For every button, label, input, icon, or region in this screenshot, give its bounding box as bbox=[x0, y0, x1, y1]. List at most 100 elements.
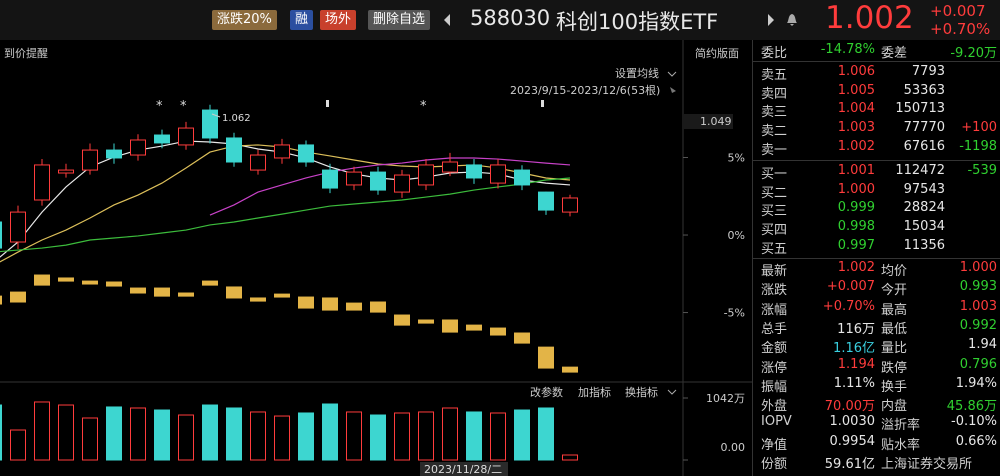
candle-body bbox=[274, 144, 290, 159]
high-pointer bbox=[211, 113, 221, 118]
volume: 7793 bbox=[911, 64, 945, 79]
last-price: 1.002 bbox=[825, 0, 914, 36]
value: 0.992 bbox=[959, 317, 997, 333]
bell-icon[interactable] bbox=[786, 13, 798, 27]
tag[interactable]: 融 bbox=[290, 10, 314, 30]
volume-bar bbox=[274, 415, 290, 461]
volume-bar bbox=[370, 414, 386, 461]
kline-chart: 到价提醒 简约版面 设置均线 2023/9/15-2023/12/6(53根) … bbox=[0, 40, 752, 476]
value: 0.9954 bbox=[829, 433, 876, 449]
volume-bar bbox=[202, 404, 218, 461]
value: 1.94 bbox=[968, 337, 997, 353]
value: -0.10% bbox=[951, 414, 997, 430]
toolbar: 涨跌20% 融 场外 删除自选 588030 科创100指数ETF 1.002 … bbox=[0, 0, 1000, 40]
candle-body bbox=[442, 319, 458, 333]
value: 59.61亿 bbox=[824, 457, 875, 472]
price: 1.003 bbox=[837, 120, 875, 136]
volume: 150713 bbox=[895, 101, 945, 117]
price: 0.997 bbox=[837, 237, 875, 253]
candle-body bbox=[82, 280, 98, 285]
candle-body bbox=[58, 277, 74, 282]
ma-setting[interactable]: 设置均线 bbox=[615, 66, 659, 80]
volume-bar bbox=[10, 429, 26, 461]
security-name: 科创100指数ETF bbox=[556, 10, 719, 34]
candle-body bbox=[202, 280, 218, 286]
range-label: 2023/9/15-2023/12/6(53根) bbox=[510, 83, 660, 97]
value: -9.20万 bbox=[950, 46, 997, 61]
level: 卖四 bbox=[761, 86, 788, 102]
alert-button[interactable]: 到价提醒 bbox=[4, 47, 48, 60]
volume-bar bbox=[298, 412, 314, 461]
value: 0.993 bbox=[959, 279, 997, 295]
label: 今开 bbox=[881, 283, 908, 299]
label: 净值 bbox=[761, 437, 788, 453]
cursor-date-box bbox=[420, 462, 508, 476]
candle-body bbox=[490, 164, 506, 184]
change: +100 bbox=[961, 120, 997, 136]
value: 1.002 bbox=[837, 260, 875, 275]
indicator-button[interactable]: 换指标 bbox=[625, 385, 658, 399]
indicator-button[interactable]: 改参数 bbox=[530, 385, 563, 399]
candle-body bbox=[178, 292, 194, 297]
volume-bar bbox=[514, 409, 530, 461]
candle-body bbox=[178, 127, 194, 146]
price-marker: 1.049 bbox=[700, 115, 732, 128]
value: 1.16亿 bbox=[833, 341, 875, 357]
candle-body bbox=[0, 221, 2, 249]
level: 卖二 bbox=[761, 124, 788, 140]
candle-body bbox=[394, 174, 410, 193]
candle-body bbox=[250, 297, 266, 302]
price: 1.002 bbox=[837, 138, 875, 154]
volume-bar bbox=[226, 407, 242, 461]
volume-bar bbox=[538, 407, 554, 461]
price: 1.004 bbox=[837, 101, 875, 117]
next-arrow[interactable] bbox=[766, 13, 776, 27]
level: 卖一 bbox=[761, 142, 788, 158]
candle-body bbox=[226, 286, 242, 299]
price: 1.006 bbox=[837, 64, 875, 79]
volume-bar bbox=[106, 406, 122, 461]
label: 振幅 bbox=[761, 379, 788, 395]
layout-button[interactable]: 简约版面 bbox=[695, 46, 739, 60]
label: 量比 bbox=[881, 341, 908, 357]
moving-average bbox=[0, 177, 571, 253]
tag[interactable]: 场外 bbox=[320, 10, 357, 30]
label: 委差 bbox=[881, 46, 908, 61]
divider bbox=[753, 160, 1000, 161]
label: 涨幅 bbox=[761, 302, 788, 318]
change: -539 bbox=[967, 163, 997, 178]
prev-arrow[interactable] bbox=[442, 13, 452, 27]
candle-body bbox=[346, 302, 362, 311]
label: 最新 bbox=[761, 264, 788, 279]
label: 委比 bbox=[761, 46, 788, 61]
divider bbox=[753, 61, 1000, 62]
tag[interactable]: 删除自选 bbox=[368, 10, 431, 30]
tag[interactable]: 涨跌20% bbox=[212, 10, 277, 30]
level: 买一 bbox=[761, 167, 788, 182]
indicator-button[interactable]: 加指标 bbox=[578, 385, 611, 399]
candle-body bbox=[10, 211, 26, 243]
quote-panel: 委比 -14.78% 委差 -9.20万 卖五 1.006 7793 卖四 1.005 53363… bbox=[752, 40, 1000, 476]
volume: 28824 bbox=[903, 200, 945, 216]
candle-body bbox=[226, 137, 242, 163]
label: 溢折率 bbox=[881, 418, 921, 434]
svg-text:*: * bbox=[420, 99, 427, 114]
value: 1.194 bbox=[837, 356, 875, 372]
candle-body bbox=[562, 366, 578, 373]
cursor-date: 2023/11/28/二 bbox=[424, 463, 502, 476]
candle-body bbox=[298, 296, 314, 309]
value: 70.00万 bbox=[824, 399, 875, 415]
volume-bar bbox=[442, 407, 458, 461]
volume-bar bbox=[346, 411, 362, 461]
value: 116万 bbox=[837, 321, 875, 337]
level: 买四 bbox=[761, 223, 788, 239]
volume-bar bbox=[250, 411, 266, 461]
label: 内盘 bbox=[881, 399, 908, 415]
label: 均价 bbox=[881, 264, 908, 279]
candle-body bbox=[34, 274, 50, 286]
level: 卖三 bbox=[761, 105, 788, 121]
moving-average bbox=[209, 157, 571, 216]
candle-body bbox=[394, 314, 410, 326]
volume: 11356 bbox=[903, 237, 945, 253]
